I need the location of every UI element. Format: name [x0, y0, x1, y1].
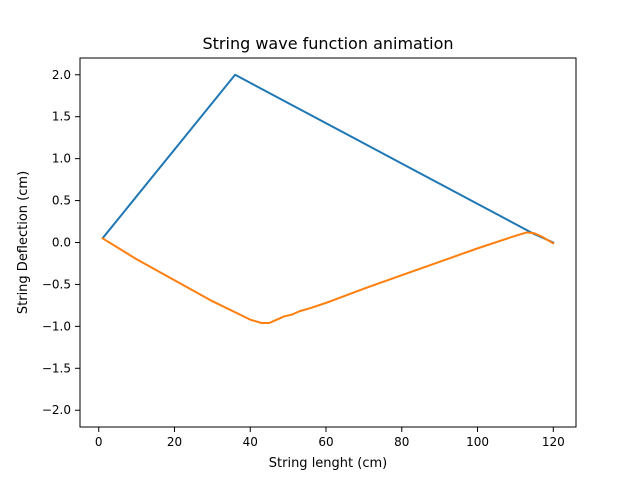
x-axis: 0 20 40 60 80 100 120 — [95, 427, 565, 449]
y-tick-label: 0.0 — [52, 236, 71, 250]
x-axis-label: String lenght (cm) — [269, 456, 387, 471]
y-tick-label: 1.5 — [52, 110, 71, 124]
y-tick-label: −2.0 — [42, 403, 71, 417]
y-tick-label: 2.0 — [52, 68, 71, 82]
y-tick-label: 0.5 — [52, 194, 71, 208]
series-layer — [101, 73, 555, 325]
x-tick-label: 0 — [95, 435, 103, 449]
y-tick-label: −1.5 — [42, 361, 71, 375]
x-tick-label: 80 — [394, 435, 409, 449]
y-tick-label: −1.0 — [42, 319, 71, 333]
chart-title: String wave function animation — [203, 34, 454, 53]
series-line-2 — [101, 231, 555, 325]
y-tick-label: −0.5 — [42, 277, 71, 291]
y-tick-label: 1.0 — [52, 152, 71, 166]
x-tick-label: 100 — [466, 435, 489, 449]
x-tick-label: 20 — [167, 435, 182, 449]
y-axis: −2.0 −1.5 −1.0 −0.5 0.0 0.5 1.0 1.5 2.0 — [42, 68, 80, 417]
x-tick-label: 120 — [542, 435, 565, 449]
x-tick-label: 40 — [243, 435, 258, 449]
x-tick-label: 60 — [318, 435, 333, 449]
y-axis-label: String Deflection (cm) — [16, 171, 31, 314]
